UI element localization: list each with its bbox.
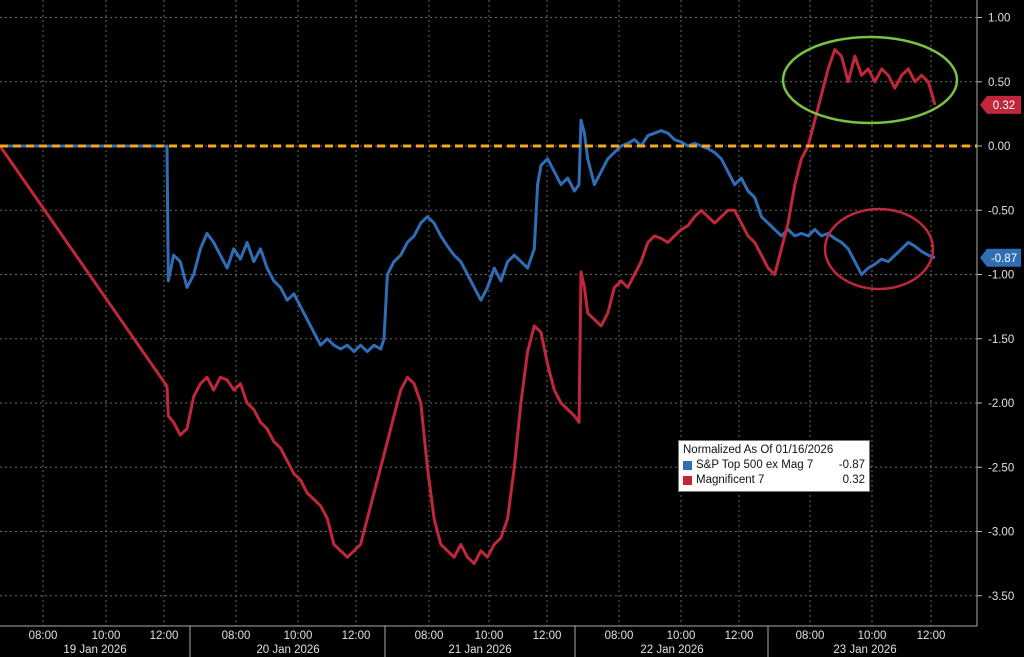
- legend-swatch-blue: [683, 461, 692, 470]
- y-tick-label: -1.00: [988, 270, 1014, 282]
- x-tick-label: 08:00: [222, 630, 251, 642]
- legend-entry-sp500: S&P Top 500 ex Mag 7 -0.87: [683, 458, 865, 473]
- x-date-label: 21 Jan 2026: [448, 644, 511, 656]
- x-axis-area: [0, 626, 1024, 657]
- plot-background: [0, 0, 977, 626]
- x-tick-label: 10:00: [475, 630, 504, 642]
- x-date-label: 22 Jan 2026: [640, 644, 703, 656]
- last-value-tag: [980, 95, 1021, 114]
- x-tick-label: 10:00: [667, 630, 696, 642]
- y-tick-label: 0.50: [988, 77, 1010, 89]
- legend-series-name: Magnificent 7: [696, 474, 765, 486]
- x-tick-label: 12:00: [725, 630, 754, 642]
- legend-title: Normalized As Of 01/16/2026: [683, 444, 834, 456]
- series-line-sp500-ex-mag7: [0, 118, 936, 354]
- x-date-label: 19 Jan 2026: [63, 644, 126, 656]
- x-tick-label: 10:00: [858, 630, 887, 642]
- y-tick-label: 0.00: [988, 141, 1010, 153]
- highlight-ellipse-green: [781, 35, 959, 125]
- y-tick-label: -2.50: [988, 462, 1014, 474]
- x-tick-label: 10:00: [284, 630, 313, 642]
- x-date-label: 20 Jan 2026: [256, 644, 319, 656]
- y-tick-label: -1.50: [988, 334, 1014, 346]
- legend-entry-mag7: Magnificent 7 0.32: [683, 473, 865, 488]
- x-tick-label: 12:00: [150, 630, 179, 642]
- legend-series-name: S&P Top 500 ex Mag 7: [696, 459, 814, 471]
- x-date-label: 23 Jan 2026: [833, 644, 896, 656]
- x-tick-label: 08:00: [29, 630, 58, 642]
- y-tick-label: 1.00: [988, 13, 1010, 25]
- x-tick-label: 08:00: [415, 630, 444, 642]
- y-tick-label: -3.50: [988, 591, 1014, 603]
- y-tick-label: -0.50: [988, 205, 1014, 217]
- legend-series-value: 0.32: [842, 474, 865, 486]
- highlight-ellipse-red: [823, 207, 935, 291]
- x-tick-label: 12:00: [342, 630, 371, 642]
- y-tick-label: -2.00: [988, 398, 1014, 410]
- x-tick-label: 12:00: [533, 630, 562, 642]
- last-value-tag: [980, 248, 1021, 267]
- x-tick-label: 08:00: [605, 630, 634, 642]
- legend: Normalized As Of 01/16/2026 S&P Top 500 …: [678, 440, 870, 492]
- x-tick-label: 12:00: [917, 630, 946, 642]
- series-line-magnificent-7: [0, 48, 937, 566]
- legend-series-value: -0.87: [838, 459, 865, 471]
- x-tick-label: 10:00: [92, 630, 121, 642]
- last-value-label: 0.32: [993, 100, 1015, 112]
- last-value-label: -0.87: [991, 253, 1017, 265]
- x-tick-label: 08:00: [796, 630, 825, 642]
- legend-swatch-red: [683, 476, 692, 485]
- y-tick-label: -3.00: [988, 527, 1014, 539]
